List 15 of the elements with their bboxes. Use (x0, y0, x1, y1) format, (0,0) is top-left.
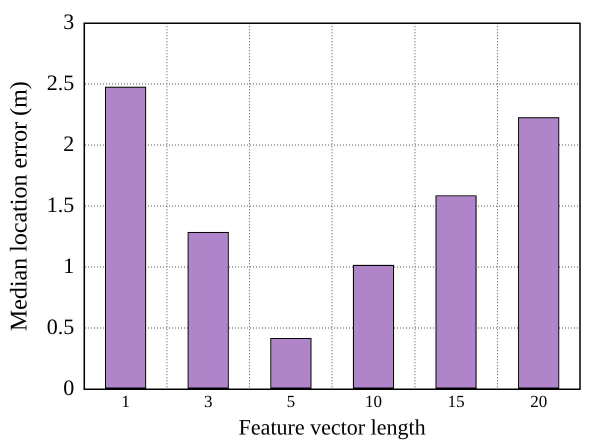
y-tick-label: 3 (63, 8, 74, 34)
x-tick-label: 3 (204, 392, 212, 411)
y-axis-title: Median location error (m) (6, 81, 33, 332)
y-tick-label: 0 (63, 374, 74, 400)
y-tick-label: 1 (63, 252, 74, 278)
y-tick-label: 1.5 (46, 192, 74, 217)
x-axis-title: Feature vector length (238, 414, 426, 440)
x-tick-label: 1 (121, 392, 130, 411)
y-tick-label: 2.5 (46, 70, 74, 95)
x-tick-label: 15 (448, 392, 465, 411)
x-tick-label: 5 (286, 392, 296, 411)
x-tick-label: 10 (364, 392, 382, 411)
y-tick-label: 2 (63, 130, 74, 156)
x-tick-label: 20 (530, 392, 548, 411)
y-tick-label: 0.5 (46, 314, 74, 339)
